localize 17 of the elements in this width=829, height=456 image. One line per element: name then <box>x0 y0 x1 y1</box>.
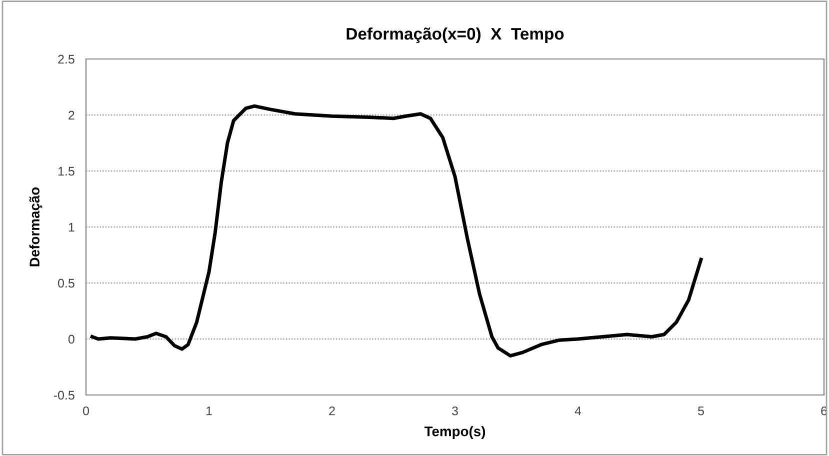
x-tick-label: 5 <box>698 406 704 416</box>
y-tick-label: 0 <box>68 334 74 344</box>
x-tick-label: 1 <box>206 406 212 416</box>
chart-title: Deformação(x=0) X Tempo <box>346 27 564 44</box>
y-axis-title: Deformação <box>29 187 42 266</box>
line-series <box>90 104 703 358</box>
y-tick-label: 2 <box>68 110 74 120</box>
x-tick-label: 0 <box>83 406 89 416</box>
y-tick-label: 0.5 <box>58 278 74 288</box>
y-tick-label: -0.5 <box>54 390 74 400</box>
x-axis-title: Tempo(s) <box>424 426 486 440</box>
x-tick-label: 4 <box>574 406 582 416</box>
y-tick-label: 2.5 <box>58 54 74 64</box>
x-tick-label: 3 <box>452 406 458 416</box>
x-tick-label: 2 <box>329 406 335 416</box>
y-tick-label: 1.5 <box>58 166 74 176</box>
y-tick-label: 1 <box>68 222 74 232</box>
